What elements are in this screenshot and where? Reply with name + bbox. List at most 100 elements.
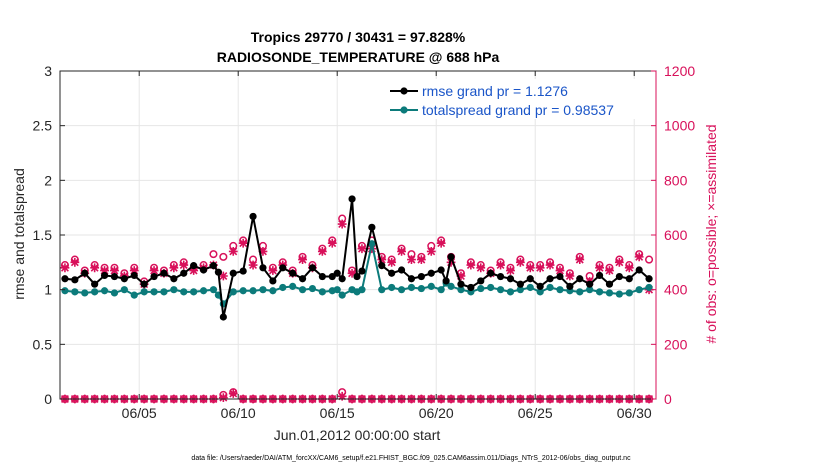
spread-point	[269, 287, 277, 295]
rmse-point	[91, 280, 99, 288]
spread-point	[338, 291, 346, 299]
y-tick-label: 0	[44, 391, 52, 407]
rmse-point	[308, 264, 317, 272]
rmse-point	[625, 275, 633, 283]
rmse-point	[348, 195, 356, 203]
spread-point	[595, 288, 604, 296]
rmse-point	[269, 277, 277, 285]
rmse-point	[140, 280, 148, 288]
spread-point	[239, 287, 247, 295]
rmse-point	[442, 277, 450, 285]
rmse-point	[556, 272, 564, 281]
legend: rmse grand pr = 1.1276 totalspread grand…	[385, 79, 651, 119]
y2-tick-label: 200	[664, 336, 688, 352]
obs-assimilated-lower-marker	[228, 389, 238, 398]
y2-axis-label: # of obs: o=possible; ×=assimilated	[703, 124, 719, 343]
obs-assimilated-marker	[466, 260, 476, 270]
rmse-point	[358, 267, 366, 275]
obs-assimilated-marker	[535, 263, 545, 273]
y2-tick-label: 1000	[664, 118, 695, 134]
rmse-point	[209, 262, 218, 270]
rmse-point	[506, 275, 515, 283]
rmse-point	[447, 253, 455, 261]
rmse-point	[170, 275, 178, 283]
rmse-point	[214, 268, 223, 276]
rmse-point	[427, 269, 435, 277]
obs-assimilated-marker	[357, 244, 367, 254]
obs-assimilated-marker	[515, 257, 525, 267]
spread-point	[209, 286, 218, 294]
rmse-point	[338, 275, 346, 283]
obs-assimilated-marker	[258, 247, 268, 256]
obs-assimilated-marker	[575, 255, 585, 264]
spread-point	[61, 287, 69, 295]
spread-point	[170, 286, 178, 294]
obs-assimilated-marker	[238, 238, 248, 248]
y-tick-label: 1.5	[33, 227, 53, 243]
obs-assimilated-marker	[327, 238, 337, 248]
obs-assimilated-marker	[60, 263, 70, 273]
legend-spread-marker	[400, 106, 408, 114]
obs-assimilated-marker	[605, 266, 614, 275]
rmse-point	[566, 282, 574, 290]
obs-assimilated-marker	[110, 266, 119, 275]
obs-assimilated-marker	[387, 257, 397, 267]
obs-assimilated-marker	[70, 257, 80, 267]
rmse-point	[160, 269, 168, 277]
obs-assimilated-marker	[228, 247, 238, 256]
y-axis-label: rmse and totalspread	[11, 168, 27, 300]
spread-point	[576, 288, 584, 296]
rmse-point	[100, 271, 109, 280]
spread-point	[190, 288, 198, 296]
spread-point	[180, 288, 188, 296]
rmse-point	[61, 275, 69, 283]
rmse-point	[586, 280, 594, 288]
rmse-point	[333, 269, 341, 277]
rmse-point	[467, 283, 475, 292]
y-tick-label: 2.5	[33, 118, 53, 134]
y2-tick-label: 1200	[664, 63, 695, 79]
rmse-point	[368, 223, 376, 231]
obs-assimilated-marker	[298, 255, 307, 264]
spread-point	[81, 289, 89, 297]
obs-assimilated-marker	[347, 268, 357, 278]
obs-assimilated-marker	[248, 260, 258, 270]
rmse-point	[516, 280, 524, 288]
spread-point	[249, 287, 257, 295]
spread-point	[437, 286, 445, 294]
rmse-point	[199, 266, 208, 274]
obs-assimilated-marker	[476, 263, 486, 273]
spread-point	[318, 288, 326, 296]
x-tick-label: 06/25	[518, 405, 553, 421]
obs-assimilated-marker	[634, 252, 644, 262]
rmse-point	[229, 269, 237, 277]
spread-point	[546, 283, 554, 292]
spread-point	[615, 290, 623, 298]
rmse-point	[190, 262, 198, 270]
spread-point	[140, 288, 148, 296]
spread-point	[645, 283, 653, 292]
rmse-point	[353, 272, 361, 281]
obs-assimilated-marker	[218, 271, 228, 281]
rmse-point	[576, 275, 584, 283]
obs-assimilated-marker	[525, 263, 535, 273]
spread-point	[605, 289, 614, 297]
obs-assimilated-marker	[555, 266, 565, 275]
x-tick-label: 06/05	[122, 405, 157, 421]
footer-text: data file: /Users/raeder/DAI/ATM_forcXX/…	[191, 455, 631, 462]
rmse-point	[180, 269, 188, 277]
obs-assimilated-marker	[456, 271, 466, 281]
grid	[60, 71, 656, 399]
legend-rmse-label: rmse grand pr = 1.1276	[422, 83, 568, 99]
rmse-point	[110, 272, 119, 281]
rmse-point	[605, 280, 614, 288]
spread-point	[388, 283, 396, 292]
obs-assimilated-marker	[100, 266, 109, 275]
obs-possible-marker	[219, 252, 228, 261]
spread-point	[289, 282, 297, 290]
rmse-point	[407, 275, 416, 283]
rmse-point	[595, 271, 604, 280]
ticks: 06/05 06/10 06/15 06/20 06/25 06/30 0 0.5 1 1.5 2 2…	[33, 63, 696, 421]
spread-point	[407, 283, 416, 292]
spread-point	[100, 287, 109, 295]
